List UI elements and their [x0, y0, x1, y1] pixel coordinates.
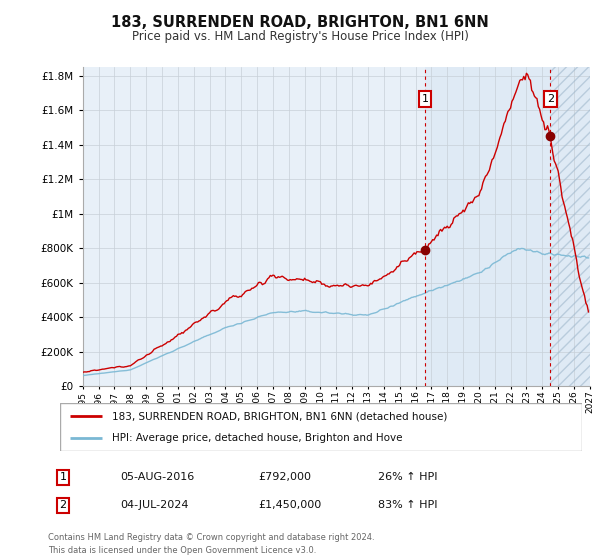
Text: 1: 1 — [59, 472, 67, 482]
Text: £792,000: £792,000 — [258, 472, 311, 482]
Text: 1: 1 — [422, 94, 428, 104]
Text: 04-JUL-2024: 04-JUL-2024 — [120, 500, 188, 510]
Text: 2: 2 — [547, 94, 554, 104]
Text: HPI: Average price, detached house, Brighton and Hove: HPI: Average price, detached house, Brig… — [112, 433, 403, 443]
Text: 26% ↑ HPI: 26% ↑ HPI — [378, 472, 437, 482]
Text: 2: 2 — [59, 500, 67, 510]
Text: 05-AUG-2016: 05-AUG-2016 — [120, 472, 194, 482]
Text: £1,450,000: £1,450,000 — [258, 500, 321, 510]
Text: Contains HM Land Registry data © Crown copyright and database right 2024.
This d: Contains HM Land Registry data © Crown c… — [48, 533, 374, 556]
Text: Price paid vs. HM Land Registry's House Price Index (HPI): Price paid vs. HM Land Registry's House … — [131, 30, 469, 43]
Text: 183, SURRENDEN ROAD, BRIGHTON, BN1 6NN (detached house): 183, SURRENDEN ROAD, BRIGHTON, BN1 6NN (… — [112, 411, 448, 421]
Bar — [425, 67, 590, 386]
Text: 183, SURRENDEN ROAD, BRIGHTON, BN1 6NN: 183, SURRENDEN ROAD, BRIGHTON, BN1 6NN — [111, 15, 489, 30]
Text: 83% ↑ HPI: 83% ↑ HPI — [378, 500, 437, 510]
Bar — [550, 67, 590, 386]
